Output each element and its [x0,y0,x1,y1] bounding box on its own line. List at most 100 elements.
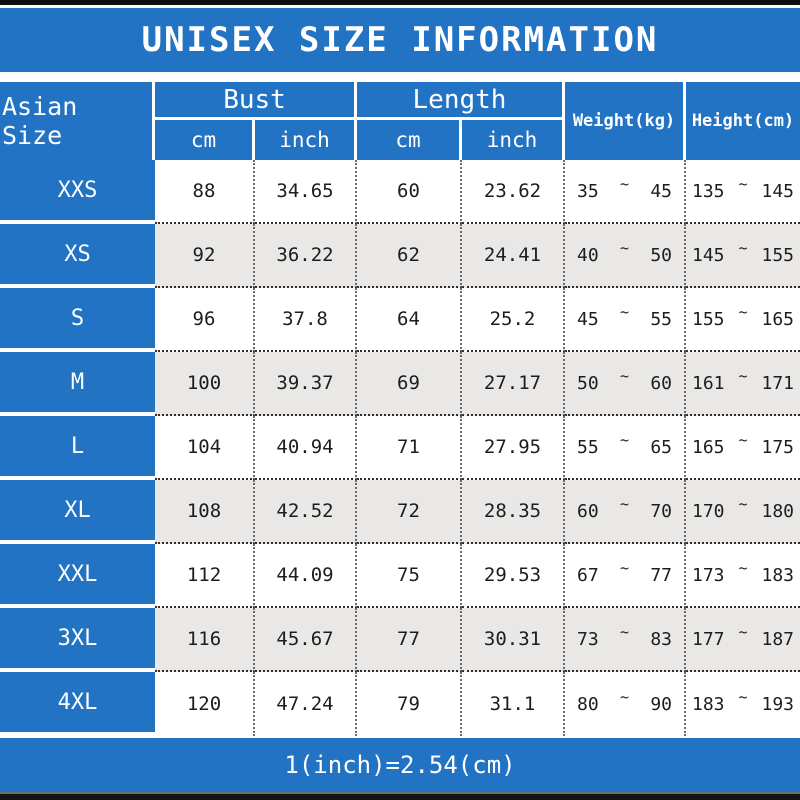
length-inch-cell: 27.95 [462,416,565,480]
tilde-symbol: ~ [738,431,748,449]
bust-inch-cell: 42.52 [255,480,357,544]
length-cm-cell: 72 [357,480,462,544]
conversion-note-band: 1(inch)=2.54(cm) [0,738,800,792]
bust-cm-cell: 96 [155,288,255,352]
tilde-symbol: ~ [738,495,748,513]
bust-inch-cell: 47.24 [255,672,357,736]
tilde-symbol: ~ [619,559,630,577]
length-inch-cell: 30.31 [462,608,565,672]
length-inch-cell: 29.53 [462,544,565,608]
size-cell: XL [0,480,155,544]
title-banner: UNISEX SIZE INFORMATION [0,8,800,72]
length-cm-cell: 77 [357,608,462,672]
weight-range-cell: 60 ~70 [565,480,686,544]
weight-range-cell: 73 ~83 [565,608,686,672]
page-title: UNISEX SIZE INFORMATION [141,20,659,60]
header-weight: Weight(kg) [565,82,686,160]
tilde-symbol: ~ [619,623,630,641]
length-inch-cell: 31.1 [462,672,565,736]
size-cell: M [0,352,155,416]
divider [0,5,800,8]
length-cm-cell: 79 [357,672,462,736]
size-cell: S [0,288,155,352]
header-length-inch: inch [462,120,565,160]
header-bust-inch: inch [255,120,357,160]
header-asian-size: Asian Size [0,82,155,160]
tilde-symbol: ~ [619,688,630,706]
height-range-cell: 170 ~180 [686,480,800,544]
length-inch-cell: 27.17 [462,352,565,416]
tilde-symbol: ~ [738,175,748,193]
conversion-note: 1(inch)=2.54(cm) [284,751,516,779]
height-range-cell: 155 ~165 [686,288,800,352]
weight-range-cell: 40 ~50 [565,224,686,288]
tilde-symbol: ~ [619,303,630,321]
size-cell: 4XL [0,672,155,736]
height-range-cell: 173 ~183 [686,544,800,608]
length-cm-cell: 62 [357,224,462,288]
table-header: Asian Size Bust Length Weight(kg) Height… [0,82,800,160]
tilde-symbol: ~ [738,239,748,257]
header-bust: Bust [155,82,357,120]
height-range-cell: 135 ~145 [686,160,800,224]
size-cell: XS [0,224,155,288]
header-height: Height(cm) [686,82,800,160]
tilde-symbol: ~ [738,303,748,321]
top-border [0,0,800,5]
size-cell: L [0,416,155,480]
divider [0,736,800,738]
height-range-cell: 177 ~187 [686,608,800,672]
tilde-symbol: ~ [738,367,748,385]
tilde-symbol: ~ [738,688,748,706]
bust-inch-cell: 36.22 [255,224,357,288]
height-range-cell: 183 ~193 [686,672,800,736]
bust-inch-cell: 34.65 [255,160,357,224]
weight-range-cell: 80 ~90 [565,672,686,736]
length-cm-cell: 69 [357,352,462,416]
size-cell: 3XL [0,608,155,672]
bust-inch-cell: 40.94 [255,416,357,480]
length-inch-cell: 25.2 [462,288,565,352]
tilde-symbol: ~ [619,367,630,385]
length-cm-cell: 75 [357,544,462,608]
length-cm-cell: 71 [357,416,462,480]
tilde-symbol: ~ [619,431,630,449]
bust-cm-cell: 92 [155,224,255,288]
height-range-cell: 165 ~175 [686,416,800,480]
bust-inch-cell: 37.8 [255,288,357,352]
header-length-cm: cm [357,120,462,160]
tilde-symbol: ~ [619,239,630,257]
bust-inch-cell: 45.67 [255,608,357,672]
length-inch-cell: 28.35 [462,480,565,544]
bust-cm-cell: 104 [155,416,255,480]
bust-cm-cell: 88 [155,160,255,224]
weight-range-cell: 67 ~77 [565,544,686,608]
bust-cm-cell: 116 [155,608,255,672]
bust-cm-cell: 120 [155,672,255,736]
tilde-symbol: ~ [619,175,630,193]
weight-range-cell: 35 ~45 [565,160,686,224]
header-length: Length [357,82,565,120]
bust-cm-cell: 112 [155,544,255,608]
length-inch-cell: 24.41 [462,224,565,288]
tilde-symbol: ~ [738,623,748,641]
height-range-cell: 145 ~155 [686,224,800,288]
header-bust-cm: cm [155,120,255,160]
bust-inch-cell: 39.37 [255,352,357,416]
tilde-symbol: ~ [619,495,630,513]
bottom-border [0,792,800,800]
length-inch-cell: 23.62 [462,160,565,224]
size-cell: XXS [0,160,155,224]
bust-cm-cell: 100 [155,352,255,416]
weight-range-cell: 55 ~65 [565,416,686,480]
tilde-symbol: ~ [738,559,748,577]
length-cm-cell: 64 [357,288,462,352]
bust-cm-cell: 108 [155,480,255,544]
bust-inch-cell: 44.09 [255,544,357,608]
size-table-body: XXS 88 34.65 60 23.62 35 ~45 135 ~145 XS 9… [0,160,800,736]
divider [0,72,800,82]
length-cm-cell: 60 [357,160,462,224]
height-range-cell: 161 ~171 [686,352,800,416]
weight-range-cell: 50 ~60 [565,352,686,416]
